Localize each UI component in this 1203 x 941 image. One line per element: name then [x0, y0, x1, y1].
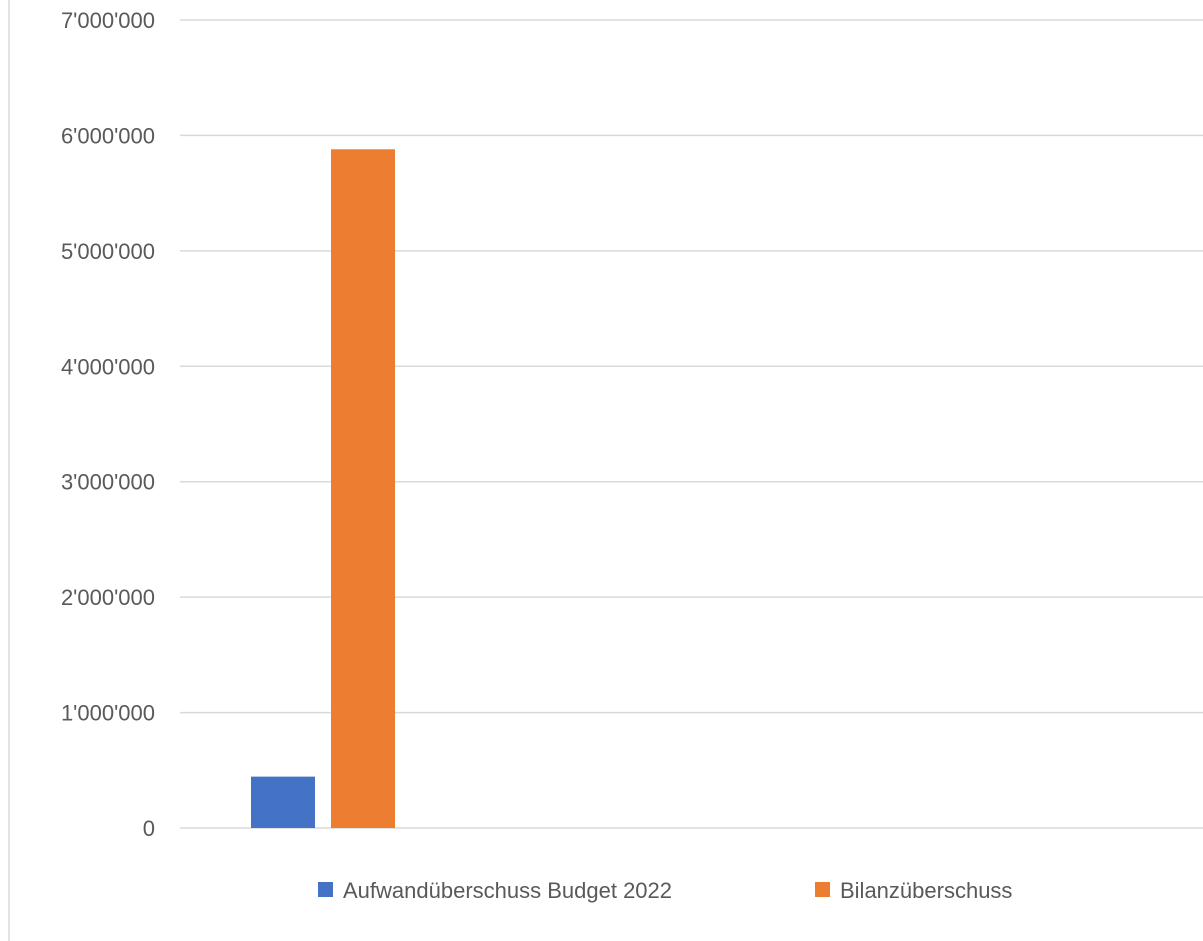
y-tick-label: 0	[143, 816, 155, 841]
bar-aufwandueberschuss	[251, 776, 315, 828]
y-tick-label: 7'000'000	[61, 8, 155, 33]
y-tick-label: 6'000'000	[61, 123, 155, 148]
legend-label: Bilanzüberschuss	[840, 878, 1012, 903]
bars	[251, 149, 395, 828]
y-tick-label: 3'000'000	[61, 470, 155, 495]
legend-swatch	[815, 882, 830, 897]
y-tick-label: 5'000'000	[61, 239, 155, 264]
y-tick-label: 4'000'000	[61, 354, 155, 379]
legend-swatch	[318, 882, 333, 897]
legend-label: Aufwandüberschuss Budget 2022	[343, 878, 672, 903]
y-axis-tick-labels: 0 1'000'000 2'000'000 3'000'000 4'000'000 5'0…	[61, 8, 155, 841]
bar-bilanzueberschuss	[331, 149, 395, 828]
y-tick-label: 2'000'000	[61, 585, 155, 610]
y-tick-label: 1'000'000	[61, 701, 155, 726]
legend: Aufwandüberschuss Budget 2022 Bilanzübers…	[318, 878, 1012, 903]
